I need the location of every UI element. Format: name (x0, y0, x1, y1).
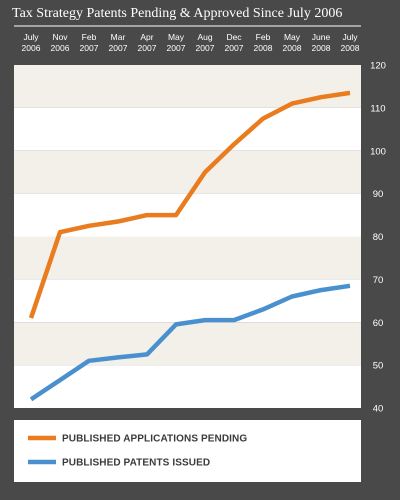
grid-band (14, 365, 361, 408)
x-tick-label: Feb 2008 (254, 32, 273, 53)
x-tick-year: 2008 (341, 43, 360, 53)
x-tick-label: Mar 2007 (109, 32, 128, 53)
x-tick-year: 2007 (80, 43, 99, 53)
x-tick-month: Mar (111, 32, 126, 42)
y-tick-label: 80 (373, 232, 384, 243)
x-tick-month: Feb (256, 32, 271, 42)
x-tick-label: June 2008 (312, 32, 331, 53)
x-tick-month: July (342, 32, 358, 42)
x-tick-label: Aug 2007 (196, 32, 215, 53)
y-tick-label: 90 (373, 189, 384, 200)
legend: PUBLISHED APPLICATIONS PENDING PUBLISHED … (28, 434, 247, 469)
x-tick-year: 2007 (109, 43, 128, 53)
x-tick-year: 2007 (138, 43, 157, 53)
x-tick-label: Nov 2006 (51, 32, 70, 53)
x-tick-year: 2006 (22, 43, 41, 53)
x-tick-label: May 2008 (283, 32, 302, 53)
x-tick-month: Dec (226, 32, 242, 42)
y-axis-tick-labels: 120 110 100 90 80 70 60 50 40 (370, 61, 386, 415)
grid-band (14, 107, 361, 151)
x-tick-month: June (312, 32, 331, 42)
x-tick-year: 2007 (167, 43, 186, 53)
x-tick-month: Apr (140, 32, 153, 42)
y-tick-label: 120 (370, 61, 386, 72)
x-tick-label: Apr 2007 (138, 32, 157, 53)
x-tick-month: Feb (82, 32, 97, 42)
legend-label: PUBLISHED APPLICATIONS PENDING (62, 434, 247, 445)
y-tick-label: 60 (373, 318, 384, 329)
x-tick-label: July 2008 (341, 32, 360, 53)
series-line-applications-pending (28, 90, 351, 319)
x-tick-label: July 2006 (22, 32, 41, 53)
y-tick-label: 110 (370, 103, 385, 114)
y-tick-label: 40 (373, 404, 384, 415)
x-tick-year: 2007 (225, 43, 244, 53)
x-tick-label: Dec 2007 (225, 32, 244, 53)
x-tick-month: Aug (197, 32, 212, 42)
grid-band (14, 236, 361, 280)
x-tick-month: Nov (52, 32, 68, 42)
x-tick-year: 2008 (254, 43, 273, 53)
x-tick-month: May (284, 32, 301, 42)
grid-band (14, 150, 361, 194)
chart-title: Tax Strategy Patents Pending & Approved … (12, 6, 342, 21)
legend-box (14, 420, 361, 482)
x-tick-year: 2006 (51, 43, 70, 53)
x-tick-year: 2007 (196, 43, 215, 53)
series-lines (28, 90, 351, 402)
x-tick-month: July (23, 32, 39, 42)
y-tick-label: 50 (373, 361, 384, 372)
legend-label: PUBLISHED PATENTS ISSUED (62, 458, 210, 469)
grid-band (14, 322, 361, 366)
grid-bands (14, 65, 361, 408)
y-tick-label: 70 (373, 275, 384, 286)
x-tick-year: 2008 (312, 43, 331, 53)
y-tick-label: 100 (370, 146, 386, 157)
x-tick-year: 2008 (283, 43, 302, 53)
x-tick-label: May 2007 (167, 32, 186, 53)
series-line-patents-issued (29, 283, 351, 402)
x-tick-label: Feb 2007 (80, 32, 99, 53)
grid-band (14, 279, 361, 323)
x-tick-month: May (168, 32, 185, 42)
